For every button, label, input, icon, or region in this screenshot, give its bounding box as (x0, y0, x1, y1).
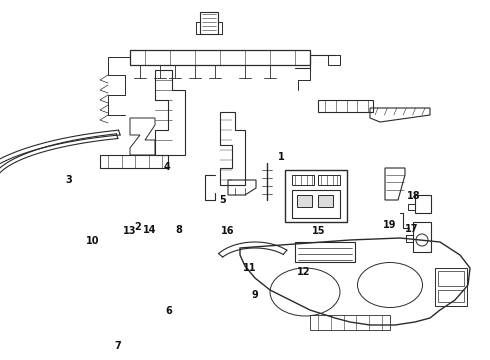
Text: 11: 11 (243, 263, 257, 273)
Bar (310, 315, 390, 330)
Bar (318, 175, 340, 185)
Text: 15: 15 (312, 226, 325, 237)
Text: 18: 18 (407, 191, 421, 201)
Bar (295, 242, 355, 262)
Text: 10: 10 (86, 236, 100, 246)
Bar (328, 55, 340, 65)
Text: 1: 1 (278, 152, 285, 162)
Bar (297, 195, 312, 207)
Bar (100, 155, 168, 168)
Text: 5: 5 (220, 195, 226, 205)
Bar (318, 195, 333, 207)
Bar (415, 195, 431, 213)
Text: 3: 3 (65, 175, 72, 185)
Text: 7: 7 (114, 341, 121, 351)
Text: 14: 14 (143, 225, 156, 235)
Text: 6: 6 (166, 306, 172, 316)
Text: 4: 4 (163, 162, 170, 172)
Text: 12: 12 (297, 267, 311, 277)
Bar (438, 271, 464, 286)
Text: 13: 13 (123, 226, 137, 237)
Bar (292, 175, 314, 185)
Bar (435, 268, 467, 306)
Text: 8: 8 (175, 225, 182, 235)
Bar (292, 190, 340, 218)
Bar (285, 170, 347, 222)
Bar (413, 222, 431, 252)
Bar (438, 290, 464, 302)
Text: 17: 17 (405, 224, 418, 234)
Text: 16: 16 (221, 226, 235, 237)
Text: 9: 9 (251, 290, 258, 300)
Bar (318, 100, 373, 112)
Text: 19: 19 (383, 220, 396, 230)
Bar (200, 12, 218, 34)
Text: 2: 2 (134, 222, 141, 232)
